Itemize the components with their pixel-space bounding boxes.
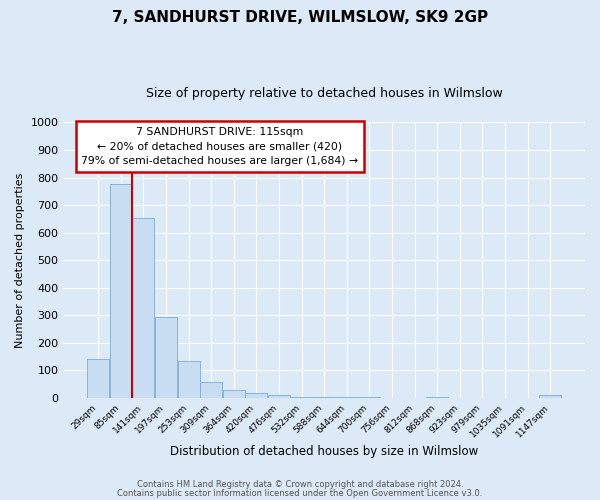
Text: 7 SANDHURST DRIVE: 115sqm
← 20% of detached houses are smaller (420)
79% of semi: 7 SANDHURST DRIVE: 115sqm ← 20% of detac…	[82, 126, 358, 166]
Bar	[427, 396, 448, 398]
Bar	[155, 316, 177, 398]
Bar	[290, 396, 313, 398]
Bar	[87, 360, 109, 398]
Bar	[223, 390, 245, 398]
Bar	[178, 360, 200, 398]
Y-axis label: Number of detached properties: Number of detached properties	[15, 172, 25, 348]
Text: Contains HM Land Registry data © Crown copyright and database right 2024.: Contains HM Land Registry data © Crown c…	[137, 480, 463, 489]
Text: Contains public sector information licensed under the Open Government Licence v3: Contains public sector information licen…	[118, 489, 482, 498]
Bar	[200, 382, 222, 398]
Bar	[110, 184, 131, 398]
Bar	[539, 395, 561, 398]
Bar	[133, 218, 154, 398]
Title: Size of property relative to detached houses in Wilmslow: Size of property relative to detached ho…	[146, 88, 503, 101]
Bar	[336, 396, 358, 398]
Bar	[245, 394, 268, 398]
Bar	[313, 396, 335, 398]
Text: 7, SANDHURST DRIVE, WILMSLOW, SK9 2GP: 7, SANDHURST DRIVE, WILMSLOW, SK9 2GP	[112, 10, 488, 25]
X-axis label: Distribution of detached houses by size in Wilmslow: Distribution of detached houses by size …	[170, 444, 478, 458]
Bar	[268, 395, 290, 398]
Bar	[358, 396, 380, 398]
